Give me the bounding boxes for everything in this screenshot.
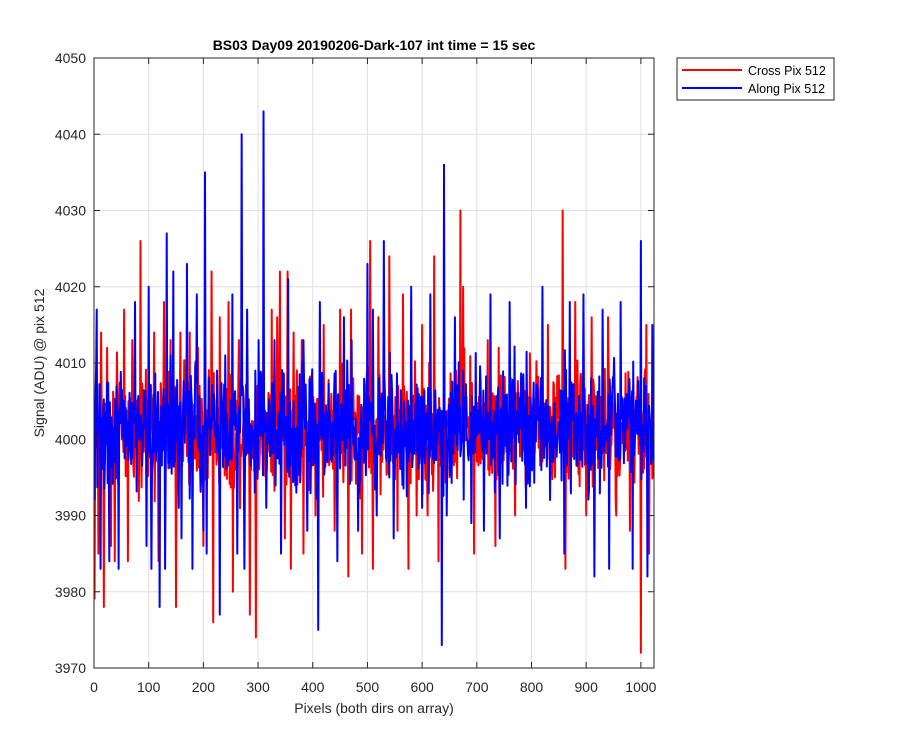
x-axis-label: Pixels (both dirs on array) (294, 700, 454, 716)
x-tick-label: 900 (575, 679, 599, 695)
x-tick-label: 400 (301, 679, 325, 695)
y-tick-label: 4000 (55, 431, 86, 447)
x-tick-labels: 0 100 200 300 400 500 600 700 800 900 1000 (90, 679, 657, 695)
legend-box (676, 57, 835, 101)
y-tick-label: 3970 (55, 660, 86, 676)
series-layer (94, 110, 654, 654)
x-tick-label: 800 (520, 679, 544, 695)
y-tick-label: 4050 (55, 50, 86, 66)
legend-label-cross: Cross Pix 512 (748, 64, 826, 78)
x-tick-label: 600 (410, 679, 434, 695)
y-tick-label: 4040 (55, 126, 86, 142)
y-tick-labels: 3970 3980 3990 4000 4010 4020 4030 4040 4050 (55, 50, 86, 676)
y-tick-label: 4030 (55, 203, 86, 219)
x-tick-label: 0 (90, 679, 98, 695)
y-tick-label: 3990 (55, 508, 86, 524)
legend: Cross Pix 512 Along Pix 512 (676, 57, 835, 101)
x-tick-label: 200 (192, 679, 216, 695)
chart-title: BS03 Day09 20190206-Dark-107 int time = … (213, 37, 536, 53)
series-line-along (94, 110, 654, 647)
legend-label-along: Along Pix 512 (748, 82, 825, 96)
y-tick-label: 3980 (55, 584, 86, 600)
x-tick-label: 300 (246, 679, 270, 695)
ticks (93, 57, 654, 669)
x-tick-label: 700 (465, 679, 489, 695)
y-axis-label: Signal (ADU) @ pix 512 (31, 288, 47, 437)
x-tick-label: 500 (356, 679, 380, 695)
y-tick-label: 4020 (55, 279, 86, 295)
x-tick-label: 1000 (625, 679, 656, 695)
y-tick-label: 4010 (55, 355, 86, 371)
x-tick-label: 100 (137, 679, 161, 695)
